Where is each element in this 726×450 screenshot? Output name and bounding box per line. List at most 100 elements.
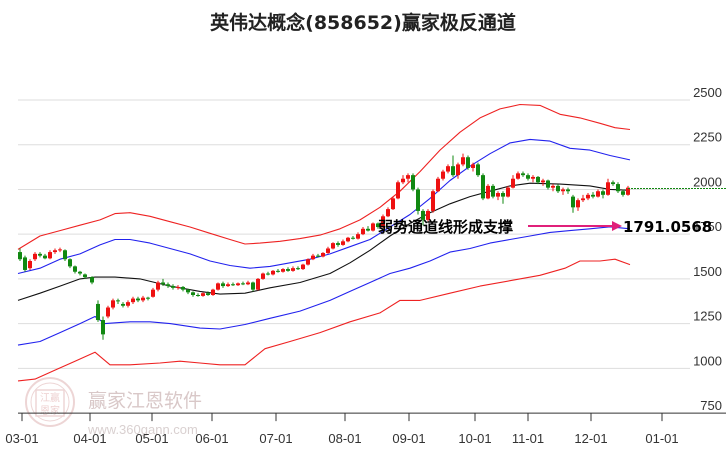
- candle-down: [366, 228, 370, 231]
- candle-down: [481, 175, 485, 199]
- candle-up: [371, 223, 375, 231]
- candle-up: [341, 241, 345, 245]
- candle-up: [561, 189, 565, 192]
- candle-down: [90, 277, 94, 283]
- candle-up: [326, 248, 330, 253]
- candle-up: [586, 194, 590, 199]
- candle-up: [461, 157, 465, 165]
- candle-up: [33, 253, 37, 260]
- annotation-value: 1791.0568: [623, 218, 712, 236]
- candle-up: [53, 250, 57, 253]
- candle-up: [441, 171, 445, 179]
- candle-up: [106, 307, 110, 317]
- candle-down: [38, 253, 42, 256]
- candle-up: [156, 282, 160, 290]
- candle-up: [331, 243, 335, 249]
- x-tick-label: 05-01: [135, 431, 168, 446]
- y-tick-label: 1250: [693, 309, 722, 324]
- candle-up: [151, 289, 155, 297]
- axes: 2500 2250 2000 1750 1500 1250 1000 750 03-01 04-0…: [5, 85, 726, 446]
- upper-outer-band-line: [17, 103, 631, 250]
- candle-down: [146, 297, 150, 299]
- lower-outer-band-line: [17, 258, 631, 382]
- candle-down: [241, 283, 245, 285]
- candle-down: [421, 210, 425, 220]
- candle-up: [391, 198, 395, 210]
- candle-down: [611, 182, 615, 185]
- candle-up: [291, 268, 295, 271]
- y-tick-label: 2250: [693, 130, 722, 145]
- y-tick-label: 2500: [693, 85, 722, 100]
- lower-inner-band-line: [17, 226, 631, 346]
- candlesticks: [18, 153, 630, 340]
- candle-down: [601, 191, 605, 195]
- candle-down: [526, 175, 530, 179]
- candle-up: [201, 293, 205, 296]
- candle-down: [616, 184, 620, 192]
- y-tick-label: 750: [700, 398, 722, 413]
- candle-up: [356, 234, 360, 239]
- y-tick-label: 1500: [693, 264, 722, 279]
- x-tick-label: 10-01: [458, 431, 491, 446]
- candle-up: [281, 269, 285, 272]
- x-tick-label: 07-01: [259, 431, 292, 446]
- candle-down: [491, 185, 495, 197]
- svg-text:江赢: 江赢: [40, 391, 60, 404]
- y-tick-label: 1750: [693, 219, 722, 234]
- candle-down: [196, 295, 200, 297]
- candle-up: [406, 175, 410, 179]
- candle-down: [251, 282, 255, 290]
- grid-lines: [18, 99, 690, 369]
- candle-down: [556, 185, 560, 192]
- candle-up: [496, 193, 500, 197]
- candle-up: [246, 282, 250, 285]
- candle-up: [626, 187, 630, 195]
- candle-up: [226, 284, 230, 287]
- candle-up: [361, 228, 365, 235]
- candle-up: [541, 180, 545, 183]
- watermark-url: www.360gann.com: [87, 422, 198, 437]
- candle-up: [396, 182, 400, 199]
- candle-up: [506, 187, 510, 197]
- candle-up: [381, 216, 385, 228]
- candle-down: [186, 289, 190, 293]
- candle-up: [606, 182, 610, 195]
- candle-up: [141, 297, 145, 301]
- candle-down: [23, 257, 27, 270]
- chart-title: 英伟达概念(858652)赢家极反通道: [210, 12, 516, 34]
- candle-down: [266, 273, 270, 275]
- candle-down: [296, 268, 300, 270]
- candle-up: [551, 185, 555, 188]
- candle-down: [546, 180, 550, 188]
- candle-up: [58, 249, 62, 251]
- candle-up: [256, 278, 260, 290]
- candle-down: [336, 243, 340, 245]
- x-tick-label: 11-01: [512, 431, 544, 446]
- candle-up: [431, 191, 435, 211]
- candle-down: [206, 293, 210, 296]
- arrow-right-icon: [612, 221, 622, 231]
- candle-up: [486, 185, 490, 199]
- candle-down: [18, 252, 22, 260]
- candle-up: [596, 191, 600, 197]
- candle-down: [136, 298, 140, 301]
- candle-down: [316, 255, 320, 257]
- x-tick-label: 04-01: [73, 431, 106, 446]
- candle-up: [271, 270, 275, 275]
- candle-down: [276, 270, 280, 272]
- candle-up: [111, 300, 115, 308]
- candle-up: [426, 210, 430, 220]
- candle-down: [286, 269, 290, 271]
- candle-down: [231, 284, 235, 286]
- y-tick-label: 1000: [693, 353, 722, 368]
- x-tick-label: 08-01: [328, 431, 361, 446]
- candle-up: [311, 255, 315, 260]
- candle-up: [446, 166, 450, 172]
- candle-up: [176, 286, 180, 288]
- candle-up: [28, 261, 32, 269]
- candle-up: [301, 264, 305, 270]
- candle-down: [78, 271, 82, 274]
- candle-down: [101, 320, 105, 335]
- candle-down: [411, 175, 415, 190]
